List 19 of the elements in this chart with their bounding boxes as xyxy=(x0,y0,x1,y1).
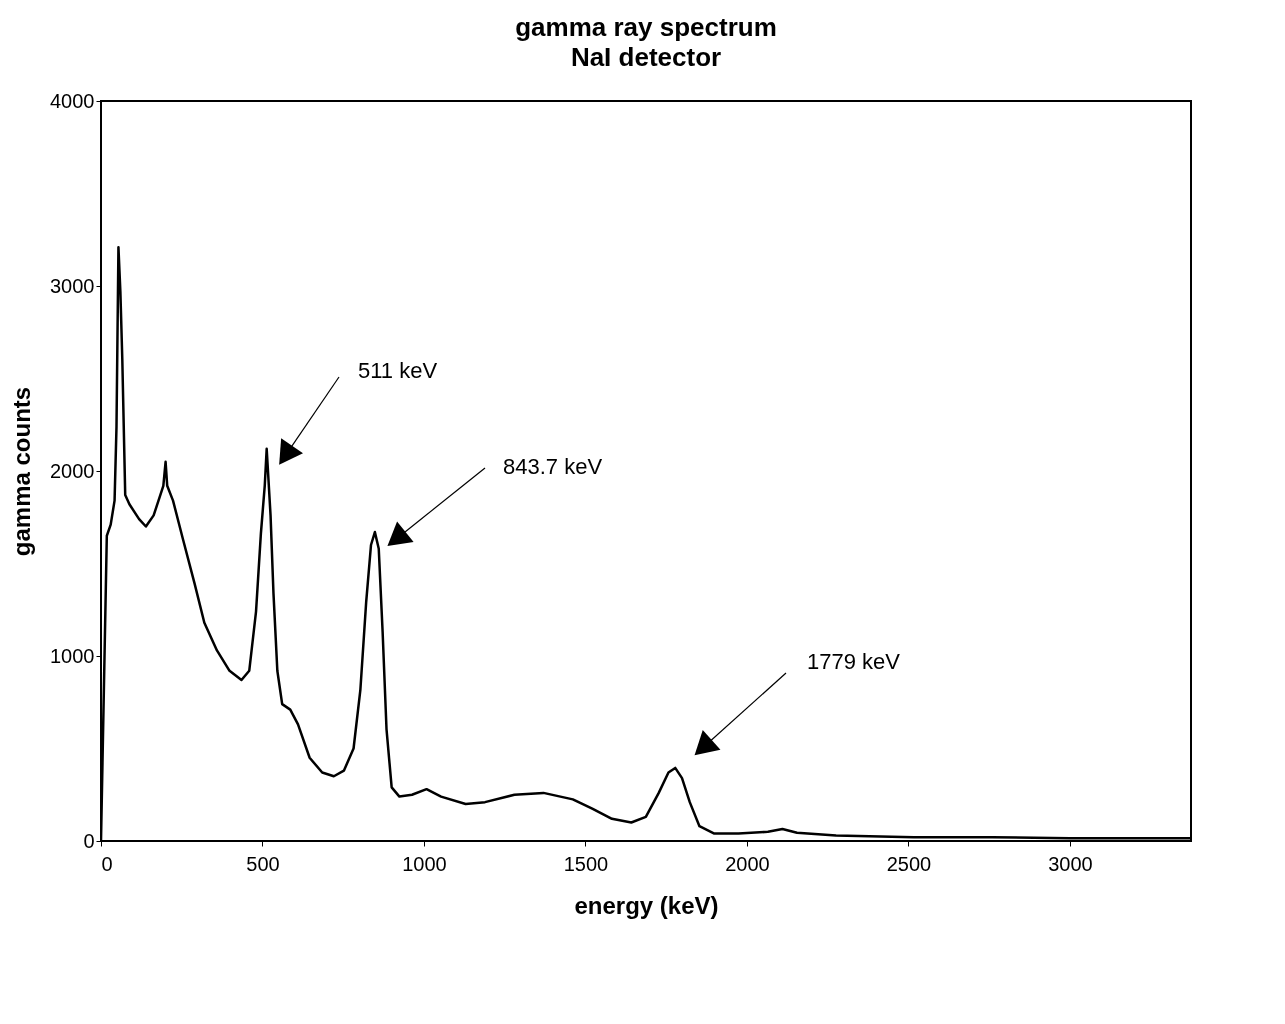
y-tick-label: 0 xyxy=(83,829,95,852)
annotation: 843.7 keV xyxy=(503,454,603,479)
y-axis-title: gamma counts xyxy=(8,386,36,557)
x-tick-label: 1500 xyxy=(563,852,609,875)
y-tick-label: 3000 xyxy=(50,274,95,297)
y-tick-label: 1000 xyxy=(50,644,95,667)
x-tick-label: 500 xyxy=(246,852,280,875)
x-axis-title: energy (keV) xyxy=(574,891,719,919)
x-tick-label: 3000 xyxy=(1048,852,1093,875)
annotation: 511 keV xyxy=(358,358,438,383)
x-tick-label: 2000 xyxy=(725,852,770,875)
x-tick-label: 0 xyxy=(101,852,113,875)
y-tick-label: 2000 xyxy=(50,459,95,482)
chart-title: gamma ray spectrum xyxy=(515,12,777,42)
chart-subtitle: NaI detector xyxy=(570,42,722,72)
annotation: 1779 keV xyxy=(807,649,901,674)
x-tick-label: 2500 xyxy=(886,852,932,875)
x-tick-label: 1000 xyxy=(402,852,447,875)
y-tick-label: 4000 xyxy=(50,89,95,112)
